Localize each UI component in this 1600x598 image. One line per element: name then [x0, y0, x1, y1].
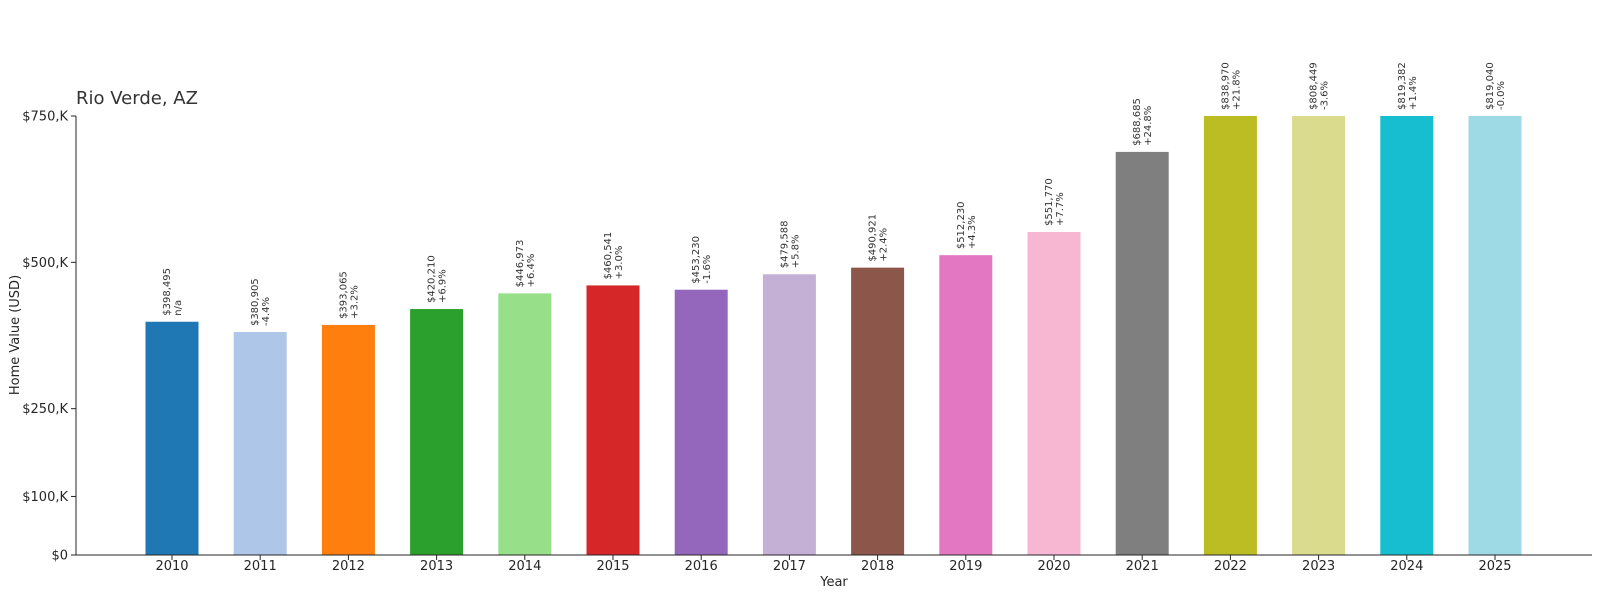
change-label: -0.0%	[1496, 81, 1507, 110]
data-label-2016: $453,230 -1.6%	[691, 236, 713, 284]
bar-2025	[1468, 116, 1522, 555]
y-tick-label: $100,K	[22, 490, 68, 505]
value-label: $380,905	[250, 278, 261, 326]
value-label: $838,970	[1220, 62, 1231, 110]
change-label: +3.2%	[349, 285, 360, 319]
chart-title: Rio Verde, AZ	[76, 88, 198, 109]
x-tick-label-2023: 2023	[1302, 559, 1335, 574]
change-label: -1.6%	[702, 255, 713, 284]
y-tick-label: $500,K	[22, 256, 68, 271]
data-label-2017: $479,588 +5.8%	[779, 221, 801, 269]
x-tick-label-2021: 2021	[1126, 559, 1159, 574]
value-label: $819,382	[1397, 62, 1408, 110]
value-label: $479,588	[779, 221, 790, 269]
bar-2016	[674, 289, 728, 555]
value-label: $688,685	[1132, 98, 1143, 146]
x-tick-label-2012: 2012	[332, 559, 365, 574]
change-label: +7.7%	[1055, 192, 1066, 226]
change-label: +2.4%	[879, 228, 890, 262]
bar-2019	[939, 255, 993, 555]
change-label: +24.8%	[1143, 106, 1154, 146]
bar-2020	[1027, 232, 1081, 555]
x-tick-label-2015: 2015	[596, 559, 629, 574]
x-tick-label-2019: 2019	[949, 559, 982, 574]
value-label: $808,449	[1309, 62, 1320, 110]
change-label: +21.8%	[1231, 70, 1242, 110]
bar-2014	[498, 293, 552, 555]
bar-2015	[586, 285, 640, 555]
data-label-2012: $393,065 +3.2%	[338, 271, 360, 319]
x-axis-title: Year	[819, 575, 848, 590]
x-tick-label-2014: 2014	[508, 559, 541, 574]
x-tick-label-2010: 2010	[155, 559, 188, 574]
change-label: -3.6%	[1320, 81, 1331, 110]
bar-2023	[1292, 116, 1346, 555]
data-label-2015: $460,541 +3.0%	[603, 232, 625, 280]
x-tick-label-2024: 2024	[1390, 559, 1423, 574]
data-labels-group: $398,495 n/a $380,905 -4.4% $393,065 +3.2% $42…	[162, 62, 1507, 326]
change-label: +3.0%	[614, 246, 625, 280]
data-label-2013: $420,210 +6.9%	[427, 255, 449, 303]
bar-2012	[321, 324, 375, 555]
value-label: $393,065	[338, 271, 349, 319]
change-label: +6.4%	[526, 254, 537, 288]
x-tick-label-2017: 2017	[773, 559, 806, 574]
data-label-2019: $512,230 +4.3%	[956, 201, 978, 249]
data-label-2024: $819,382 +1.4%	[1397, 62, 1419, 110]
value-label: $819,040	[1485, 62, 1496, 110]
bar-2022	[1203, 116, 1257, 555]
value-label: $512,230	[956, 201, 967, 249]
y-tick-label: $750,K	[22, 110, 68, 125]
change-label: +1.4%	[1408, 76, 1419, 110]
data-label-2018: $490,921 +2.4%	[868, 214, 890, 262]
bars-group	[145, 116, 1522, 555]
value-label: $420,210	[427, 255, 438, 303]
value-label: $398,495	[162, 268, 173, 316]
data-label-2011: $380,905 -4.4%	[250, 278, 272, 326]
y-axis-title: Home Value (USD)	[8, 275, 23, 395]
x-tick-label-2025: 2025	[1478, 559, 1511, 574]
bar-2011	[233, 332, 287, 555]
value-label: $490,921	[868, 214, 879, 262]
bar-2013	[410, 309, 464, 555]
x-tick-label-2022: 2022	[1214, 559, 1247, 574]
value-label: $453,230	[691, 236, 702, 284]
x-tick-label-2018: 2018	[861, 559, 894, 574]
y-tick-label: $0	[51, 549, 68, 564]
value-label: $551,770	[1044, 178, 1055, 226]
bar-2024	[1380, 116, 1434, 555]
y-tick-label: $250,K	[22, 402, 68, 417]
data-label-2010: $398,495 n/a	[162, 268, 184, 316]
bar-2010	[145, 321, 199, 555]
data-label-2025: $819,040 -0.0%	[1485, 62, 1507, 110]
bar-2021	[1115, 151, 1169, 555]
x-tick-label-2013: 2013	[420, 559, 453, 574]
change-label: -4.4%	[261, 297, 272, 326]
x-tick-label-2020: 2020	[1037, 559, 1070, 574]
x-tick-label-2011: 2011	[244, 559, 277, 574]
y-axis: $0 $100,K $250,K $500,K $750,K	[22, 110, 77, 564]
value-label: $460,541	[603, 232, 614, 280]
data-label-2014: $446,973 +6.4%	[515, 240, 537, 288]
value-label: $446,973	[515, 240, 526, 288]
data-label-2021: $688,685 +24.8%	[1132, 98, 1154, 146]
data-label-2020: $551,770 +7.7%	[1044, 178, 1066, 226]
bar-2017	[762, 274, 816, 555]
x-tick-label-2016: 2016	[685, 559, 718, 574]
x-axis: 2010 2011 2012 2013 2014 2015 2016 2017 2018 2019…	[76, 554, 1592, 574]
change-label: n/a	[173, 300, 184, 316]
change-label: +4.3%	[967, 215, 978, 249]
change-label: +6.9%	[438, 269, 449, 303]
change-label: +5.8%	[790, 234, 801, 268]
data-label-2023: $808,449 -3.6%	[1309, 62, 1331, 110]
bar-2018	[851, 267, 905, 555]
data-label-2022: $838,970 +21.8%	[1220, 62, 1242, 110]
